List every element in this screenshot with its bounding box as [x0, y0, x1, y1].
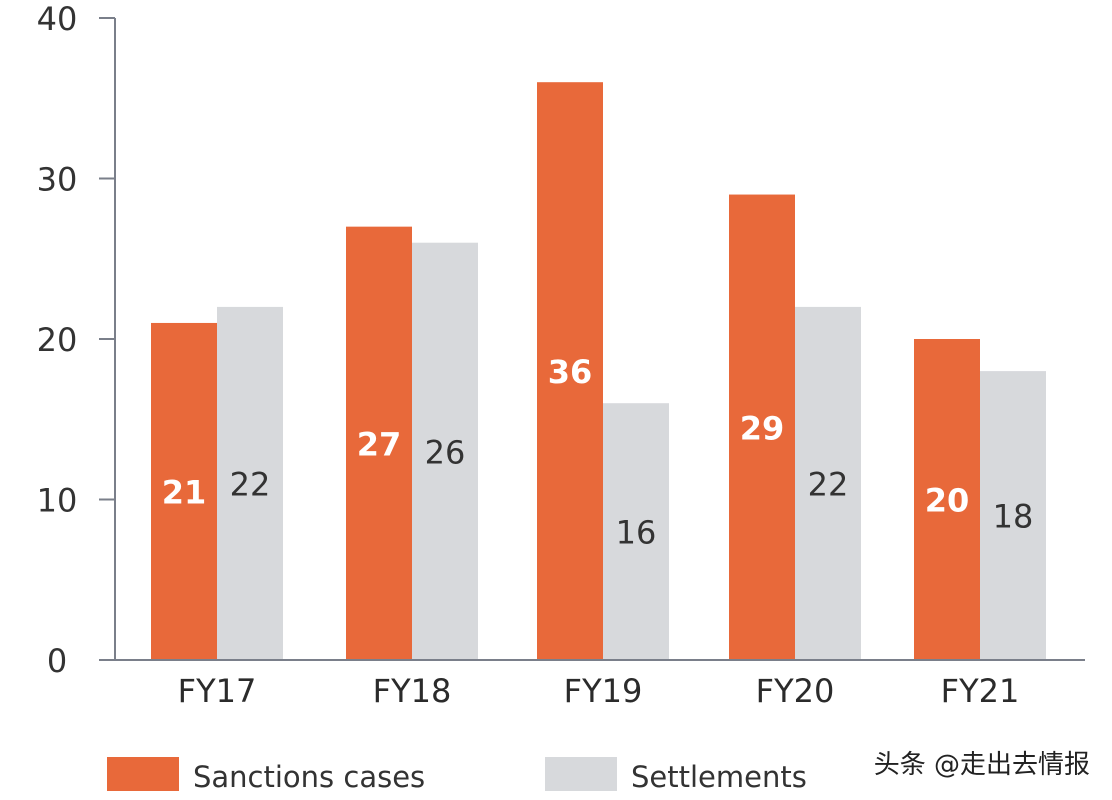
- y-tick-label: 40: [37, 0, 78, 38]
- value-label-sanctions-cases: 29: [740, 409, 785, 447]
- bar-sanctions-cases: [151, 322, 217, 660]
- bar-sanctions-cases: [537, 82, 603, 660]
- value-label-sanctions-cases: 20: [925, 482, 970, 520]
- value-label-settlements: 22: [808, 465, 849, 503]
- value-label-sanctions-cases: 36: [548, 353, 593, 391]
- bar-sanctions-cases: [729, 194, 795, 661]
- x-category-label: FY18: [373, 672, 452, 710]
- value-labels-group: 21 22 27 26 36 16 29 22 20 18: [162, 353, 1034, 551]
- value-label-settlements: 18: [993, 498, 1034, 536]
- bar-settlements: [795, 306, 861, 660]
- y-ticks-group: 0 10 20 30 40: [37, 0, 115, 680]
- legend-label-sanctions-cases: Sanctions cases: [193, 760, 425, 794]
- legend: Sanctions cases Settlements: [107, 757, 807, 794]
- legend-label-settlements: Settlements: [631, 760, 807, 794]
- y-tick-label: 10: [37, 482, 78, 520]
- bar-settlements: [603, 403, 669, 660]
- x-category-label: FY19: [564, 672, 643, 710]
- bar-sanctions-cases: [346, 226, 412, 660]
- value-label-settlements: 22: [230, 465, 271, 503]
- value-label-settlements: 16: [616, 514, 657, 552]
- bar-sanctions-cases: [914, 339, 980, 660]
- y-tick-label: 0: [47, 642, 67, 680]
- value-label-sanctions-cases: 21: [162, 473, 207, 511]
- watermark-text: 头条 @走出去情报: [874, 750, 1090, 780]
- bar-settlements: [980, 371, 1046, 660]
- legend-swatch-settlements: [545, 757, 617, 791]
- y-tick-label: 20: [37, 321, 78, 359]
- value-label-sanctions-cases: 27: [357, 425, 402, 463]
- y-tick-label: 30: [37, 161, 78, 199]
- bar-settlements: [217, 306, 283, 660]
- x-labels-group: FY17 FY18 FY19 FY20 FY21: [178, 672, 1020, 710]
- bars-group: [151, 82, 1046, 661]
- legend-swatch-sanctions-cases: [107, 757, 179, 791]
- x-category-label: FY20: [756, 672, 835, 710]
- value-label-settlements: 26: [425, 433, 466, 471]
- x-category-label: FY21: [941, 672, 1020, 710]
- bar-settlements: [412, 242, 478, 660]
- x-category-label: FY17: [178, 672, 257, 710]
